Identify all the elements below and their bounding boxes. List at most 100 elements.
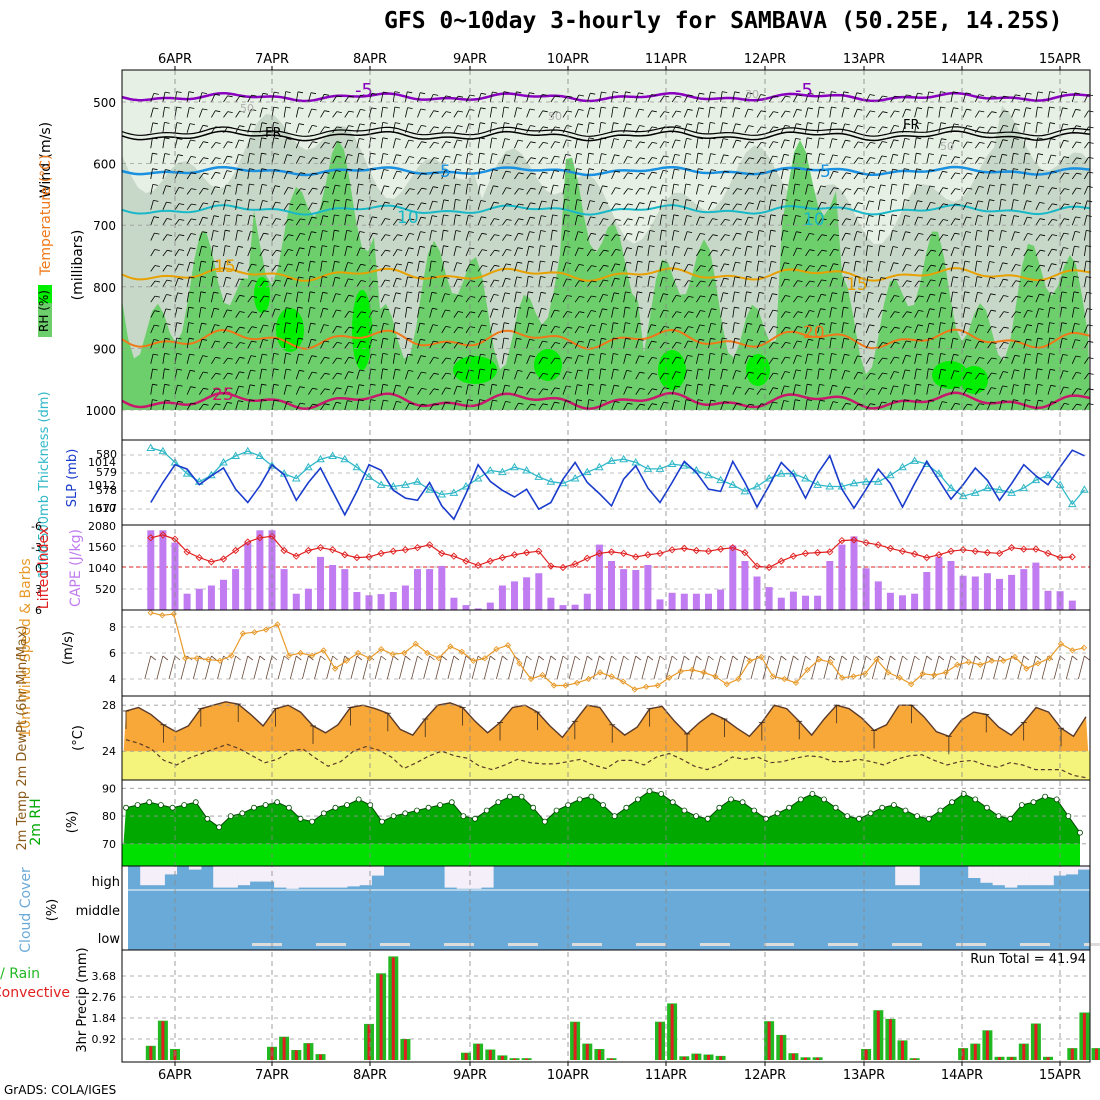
wind-barb (914, 168, 917, 180)
wind-barb (759, 200, 765, 203)
wind-barb (417, 125, 422, 133)
wind-barb (574, 340, 580, 349)
wind-barb (311, 355, 317, 358)
wind-barb (805, 107, 809, 118)
rh2m-point (623, 804, 630, 811)
wind-barb (586, 249, 592, 257)
wind-barb (542, 186, 548, 188)
wind-barb (174, 219, 180, 226)
wind10-panel (122, 609, 1090, 693)
wind-barb (295, 156, 301, 164)
wind-barb (431, 230, 437, 232)
wind-barb (720, 278, 725, 287)
wind-barb (1063, 123, 1069, 126)
wind-barb (335, 276, 341, 279)
wind-barb (817, 234, 823, 241)
wind-barb (441, 387, 446, 395)
wind10-point (493, 645, 500, 653)
wind-barb (526, 355, 531, 364)
wind-barb (954, 156, 960, 159)
wind-barb (962, 307, 966, 318)
wind-barb (879, 214, 885, 217)
wind-barb (659, 111, 665, 118)
wind-barb (821, 249, 827, 252)
wind-barb (550, 245, 553, 257)
wind-barb (453, 371, 458, 380)
wind-barb (683, 199, 687, 210)
thickness-point (413, 477, 422, 485)
wind-barb (429, 292, 433, 303)
wind-barb (453, 262, 458, 272)
rh2m-point (611, 813, 618, 819)
wind-barb (683, 153, 687, 164)
wind-barb (671, 342, 677, 349)
wind-barb (578, 264, 584, 266)
wind-barb (176, 322, 182, 325)
precip-convective-bar (864, 1049, 868, 1060)
wind-barb (396, 154, 402, 157)
wind-barb (392, 307, 396, 318)
wind-barb (150, 93, 155, 103)
wind-barb (990, 309, 997, 312)
wind-barb (1015, 311, 1021, 314)
wind-barb (295, 370, 300, 380)
precip-panel-bg (122, 950, 1090, 1062)
wind-barb (273, 368, 279, 371)
rh2m-point (274, 799, 281, 806)
wind-barb (299, 139, 305, 142)
wind-barb (1084, 324, 1089, 334)
wind-barb (1075, 355, 1081, 358)
wind-barb (829, 277, 834, 287)
wind-barb (1035, 185, 1040, 195)
wind-barb (938, 122, 942, 133)
cape-bar (899, 595, 906, 610)
wind-barb (396, 263, 402, 266)
wind10-barb (283, 655, 290, 661)
wind-barb (273, 106, 279, 109)
wind-barb (550, 230, 553, 241)
wind-barb (695, 200, 700, 210)
lifted-index-point (874, 541, 882, 549)
wind-barb (298, 337, 304, 340)
wind-barb (797, 94, 803, 97)
wind-barb (541, 324, 548, 327)
wind-barb (518, 188, 524, 190)
wind-barb (455, 214, 461, 217)
wind10-point (1046, 655, 1053, 662)
wind-barb (890, 356, 895, 365)
wind-barb (1064, 403, 1070, 405)
wind-barb (273, 353, 279, 355)
wind-barb (870, 157, 876, 159)
wind-barb (477, 384, 481, 395)
wind-barb (720, 154, 724, 164)
wind-barb (562, 139, 567, 149)
wind10-point (355, 649, 362, 657)
wind-barb (708, 107, 711, 118)
wind-barb (732, 91, 735, 103)
wind-barb (501, 138, 506, 149)
wind-barb (482, 280, 488, 283)
wind-barb (962, 291, 966, 303)
wind-barb (239, 356, 245, 359)
wind-barb (421, 403, 427, 406)
wind-barb (479, 152, 485, 155)
wind-barb (974, 260, 978, 272)
wind-barb (683, 94, 689, 103)
wind-barb (795, 215, 801, 217)
wind-barb (577, 138, 583, 140)
wind-barb (760, 110, 767, 113)
cape-bar (292, 593, 300, 610)
wind-barb (308, 157, 313, 164)
wind-barb (223, 111, 229, 118)
wind-barb (271, 234, 277, 241)
wind-barb (368, 368, 372, 380)
wind-barb (805, 295, 810, 303)
wind-barb (420, 92, 426, 95)
wind-barb (445, 155, 451, 158)
wind-barb (817, 323, 821, 334)
wind-barb (394, 91, 400, 93)
wind10-barb (914, 655, 920, 661)
wind-barb (902, 399, 905, 411)
wind-barb (722, 91, 728, 93)
wind-barb (792, 231, 797, 241)
